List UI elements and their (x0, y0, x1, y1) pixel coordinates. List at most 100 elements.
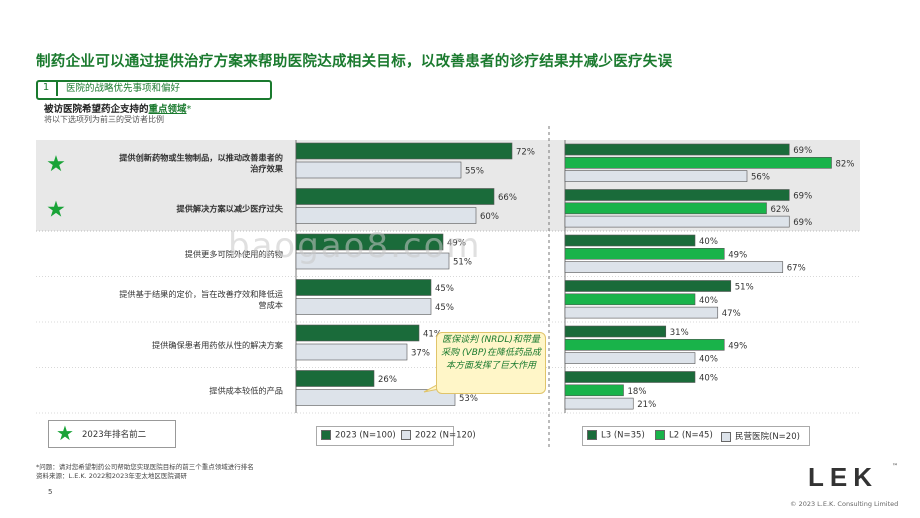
bar (564, 189, 790, 201)
star-icon: ★ (46, 197, 66, 222)
footnote-question: *问题：请对您希望制药公司帮助您实现医院目标的前三个重点领域进行排名 (36, 463, 254, 471)
bar (564, 371, 696, 383)
bar (564, 325, 667, 338)
legend-label: L3 (N=35) (601, 430, 645, 441)
category-label: 营成本 (258, 300, 283, 310)
bar (295, 343, 408, 361)
legend-label: 2022 (N=120) (415, 430, 476, 441)
bar-value-label: 69% (793, 218, 812, 228)
bar-value-label: 56% (751, 173, 770, 183)
bar-value-label: 37% (411, 349, 430, 359)
bar-value-label: 49% (728, 341, 747, 351)
page-number: 5 (48, 488, 53, 496)
bar (295, 188, 495, 205)
star-icon: ★ (46, 152, 66, 177)
bar (295, 389, 456, 406)
bar-value-label: 82% (836, 159, 855, 169)
bar-value-label: 60% (480, 212, 499, 222)
bar-value-label: 18% (628, 387, 647, 397)
category-label: 提供解决方案以减少医疗过失 (177, 203, 284, 213)
category-label: 提供成本较低的产品 (209, 385, 283, 395)
legend-item-private: 民营医院(N=20) (721, 430, 800, 442)
legend-item-2022: 2022 (N=120) (401, 430, 476, 441)
bar (564, 293, 696, 306)
bar-value-label: 51% (735, 283, 754, 293)
bar (295, 207, 477, 224)
legend-label: 2023 (N=100) (335, 430, 396, 441)
bar-value-label: 47% (722, 309, 741, 319)
bar (295, 324, 420, 342)
category-label: 提供基于结果的定价，旨在改善疗效和降低运 (119, 289, 283, 299)
legend-label: L2 (N=45) (669, 430, 713, 441)
legend-swatch (401, 430, 411, 440)
bar (295, 298, 432, 315)
bar (295, 370, 375, 387)
rank-legend (48, 420, 176, 448)
bar (564, 338, 725, 351)
bar-value-label: 40% (699, 296, 718, 306)
bar (564, 384, 624, 397)
category-label: 治疗效果 (250, 163, 284, 173)
bar-value-label: 31% (670, 328, 689, 338)
bar (564, 280, 732, 292)
category-label: 提供创新药物或生物制品，以推动改善患者的 (119, 152, 283, 162)
bar-value-label: 26% (378, 375, 397, 385)
legend-swatch (655, 430, 665, 440)
bar (564, 248, 725, 260)
bar-value-label: 67% (787, 264, 806, 274)
section-label: 医院的战略优先事项和偏好 (66, 83, 181, 94)
bar-value-label: 41% (423, 330, 442, 340)
bar-value-label: 45% (435, 303, 454, 313)
subtitle-highlight: 重点领域 (148, 104, 187, 115)
bar (564, 157, 832, 169)
bar-value-label: 72% (516, 148, 535, 158)
chart-subtitle: 被访医院希望药企支持的重点领域* (44, 101, 191, 115)
chart-subtitle-2: 将以下选项列为前三的受访者比例 (44, 115, 164, 124)
legend-swatch (587, 430, 597, 440)
bar-value-label: 55% (465, 167, 484, 177)
section-number: 1 (36, 80, 58, 96)
bar-value-label: 40% (699, 355, 718, 365)
subtitle-prefix: 被访医院希望药企支持的 (44, 104, 149, 115)
legend-left: 2023 (N=100) 2022 (N=120) (316, 426, 476, 446)
bar-value-label: 66% (498, 193, 517, 203)
bar (295, 279, 432, 296)
bar (564, 306, 719, 319)
page-title: 制药企业可以通过提供治疗方案来帮助医院达成相关目标，以改善患者的诊疗结果并减少医… (36, 54, 673, 70)
legend-item-l3: L3 (N=35) (587, 430, 645, 441)
bar (295, 142, 513, 160)
category-label: 提供更多可院外使用的药物 (185, 249, 283, 259)
bar-value-label: 49% (728, 250, 747, 260)
bar-value-label: 62% (771, 205, 790, 215)
bar (564, 202, 767, 215)
bar-value-label: 69% (793, 192, 812, 202)
trademark-symbol: ™ (892, 463, 898, 470)
copyright: © 2023 L.E.K. Consulting Limited (790, 500, 899, 508)
bar (564, 261, 784, 273)
rank-legend-label: 2023年排名前二 (82, 430, 147, 440)
bar (564, 397, 634, 410)
legend-label: 民营医院(N=20) (735, 432, 800, 442)
bar (564, 234, 696, 247)
bar-value-label: 69% (793, 146, 812, 156)
bar (564, 170, 748, 182)
bar-value-label: 51% (453, 258, 472, 268)
watermark: baogao8.com (228, 226, 482, 266)
callout-box (436, 332, 546, 394)
bar-value-label: 49% (447, 239, 466, 249)
footnote-source: 资料来源：L.E.K. 2022和2023年亚太地区医院调研 (36, 472, 187, 480)
bar-value-label: 45% (435, 284, 454, 294)
callout-text: 医保谈判 (NRDL)和带量采购 (VBP)在降低药品成本方面发挥了巨大作用 (441, 335, 541, 371)
section-tab (36, 80, 272, 100)
legend-right: L3 (N=35) L2 (N=45) 民营医院(N=20) (582, 426, 810, 446)
bar (564, 352, 696, 364)
legend-item-l2: L2 (N=45) (655, 430, 713, 441)
bar (295, 233, 444, 251)
bar-value-label: 40% (699, 374, 718, 384)
bar-value-label: 21% (637, 400, 656, 410)
bar-value-label: 53% (459, 394, 478, 404)
bar (295, 252, 450, 270)
bar (295, 161, 462, 179)
subtitle-footnote-mark: * (186, 104, 192, 115)
bar-value-label: 40% (699, 237, 718, 247)
